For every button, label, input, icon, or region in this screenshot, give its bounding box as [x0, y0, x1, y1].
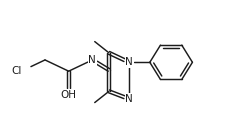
Text: N: N — [88, 55, 96, 65]
Text: N: N — [125, 94, 133, 104]
Text: OH: OH — [61, 90, 77, 100]
Text: N: N — [125, 57, 133, 67]
Text: Cl: Cl — [11, 66, 21, 76]
